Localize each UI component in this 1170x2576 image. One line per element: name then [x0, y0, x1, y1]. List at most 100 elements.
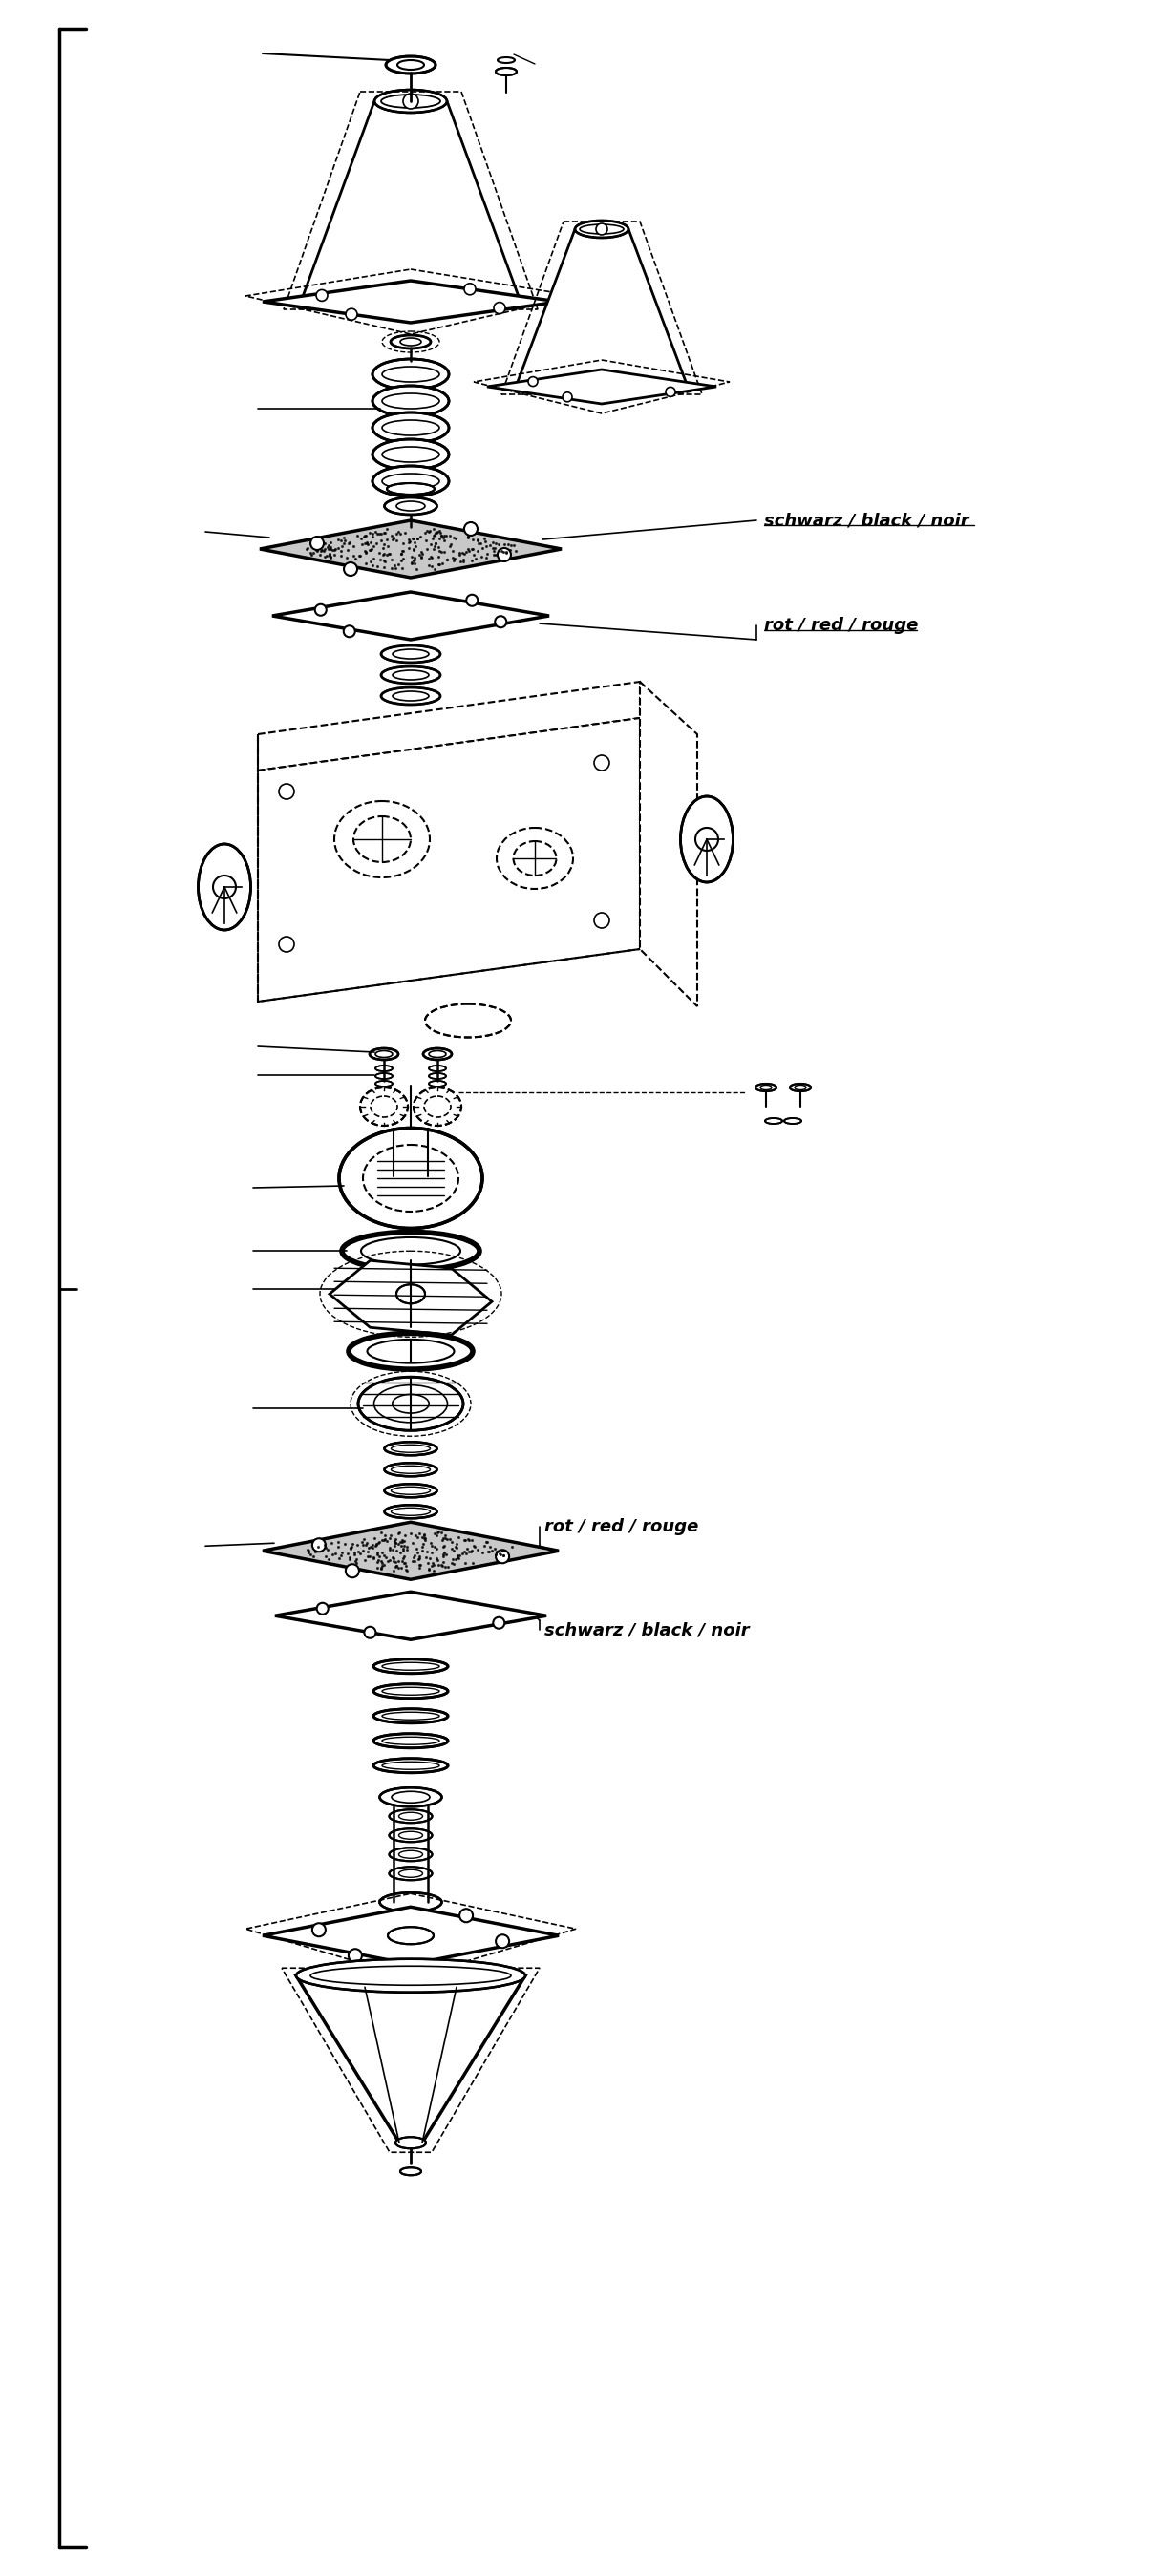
- Circle shape: [563, 392, 572, 402]
- Circle shape: [345, 1564, 359, 1577]
- Polygon shape: [487, 368, 716, 404]
- Ellipse shape: [381, 667, 440, 683]
- Ellipse shape: [390, 1847, 432, 1860]
- Ellipse shape: [391, 335, 431, 348]
- Circle shape: [495, 616, 507, 629]
- Ellipse shape: [379, 1788, 442, 1806]
- Ellipse shape: [381, 647, 440, 662]
- Circle shape: [464, 283, 476, 294]
- Circle shape: [494, 301, 505, 314]
- Ellipse shape: [390, 1808, 432, 1824]
- Ellipse shape: [385, 1443, 436, 1455]
- Circle shape: [312, 1538, 325, 1551]
- Ellipse shape: [376, 1074, 393, 1079]
- Ellipse shape: [372, 438, 449, 469]
- Ellipse shape: [372, 386, 449, 417]
- Ellipse shape: [387, 1927, 434, 1945]
- Circle shape: [497, 549, 511, 562]
- Circle shape: [278, 938, 294, 953]
- Circle shape: [496, 1935, 509, 1947]
- Ellipse shape: [385, 497, 436, 515]
- Ellipse shape: [387, 528, 434, 538]
- Ellipse shape: [385, 1484, 436, 1497]
- Ellipse shape: [429, 1074, 446, 1079]
- Ellipse shape: [429, 1066, 446, 1072]
- Ellipse shape: [424, 1048, 452, 1059]
- Ellipse shape: [681, 796, 734, 881]
- Polygon shape: [257, 683, 640, 770]
- Circle shape: [594, 755, 610, 770]
- Circle shape: [596, 224, 607, 234]
- Polygon shape: [640, 683, 697, 1007]
- Text: rot / red / rouge: rot / red / rouge: [764, 616, 918, 634]
- Polygon shape: [262, 1906, 559, 1965]
- Ellipse shape: [425, 1005, 511, 1038]
- Circle shape: [317, 1602, 329, 1615]
- Polygon shape: [260, 520, 562, 577]
- Circle shape: [344, 562, 357, 574]
- Ellipse shape: [372, 358, 449, 389]
- Circle shape: [346, 309, 357, 319]
- Ellipse shape: [358, 1378, 463, 1430]
- Circle shape: [312, 1924, 325, 1937]
- Ellipse shape: [373, 1734, 448, 1749]
- Ellipse shape: [370, 1048, 398, 1059]
- Circle shape: [666, 386, 675, 397]
- Ellipse shape: [390, 1868, 432, 1880]
- Ellipse shape: [373, 1759, 448, 1772]
- Ellipse shape: [381, 688, 440, 706]
- Ellipse shape: [397, 1285, 425, 1303]
- Text: rot / red / rouge: rot / red / rouge: [544, 1517, 698, 1535]
- Polygon shape: [296, 1976, 525, 2143]
- Ellipse shape: [379, 1893, 442, 1911]
- Ellipse shape: [756, 1084, 777, 1092]
- Ellipse shape: [496, 67, 517, 75]
- Circle shape: [493, 1618, 504, 1628]
- Polygon shape: [275, 1592, 546, 1638]
- Ellipse shape: [385, 1504, 436, 1517]
- Ellipse shape: [765, 1118, 783, 1123]
- Ellipse shape: [400, 2166, 421, 2174]
- Text: schwarz / black / noir: schwarz / black / noir: [544, 1620, 750, 1638]
- Circle shape: [695, 827, 718, 850]
- Circle shape: [402, 93, 419, 108]
- Circle shape: [310, 536, 324, 549]
- Ellipse shape: [373, 1685, 448, 1698]
- Ellipse shape: [496, 827, 573, 889]
- Ellipse shape: [372, 466, 449, 497]
- Ellipse shape: [387, 484, 434, 495]
- Ellipse shape: [339, 1128, 482, 1229]
- Ellipse shape: [784, 1118, 801, 1123]
- Circle shape: [464, 523, 477, 536]
- Ellipse shape: [574, 222, 628, 237]
- Polygon shape: [257, 719, 640, 1002]
- Polygon shape: [262, 281, 559, 322]
- Polygon shape: [330, 1260, 491, 1334]
- Circle shape: [594, 912, 610, 927]
- Ellipse shape: [429, 1082, 446, 1087]
- Circle shape: [278, 783, 294, 799]
- Circle shape: [349, 1950, 362, 1963]
- Circle shape: [213, 876, 236, 899]
- Polygon shape: [262, 1522, 559, 1579]
- Ellipse shape: [373, 1659, 448, 1674]
- Ellipse shape: [390, 1829, 432, 1842]
- Ellipse shape: [790, 1084, 811, 1092]
- Circle shape: [460, 1909, 473, 1922]
- Ellipse shape: [395, 2138, 426, 2148]
- Polygon shape: [516, 229, 688, 386]
- Ellipse shape: [373, 1708, 448, 1723]
- Ellipse shape: [376, 1066, 393, 1072]
- Ellipse shape: [296, 1958, 525, 1991]
- Circle shape: [467, 595, 477, 605]
- Ellipse shape: [385, 1463, 436, 1476]
- Circle shape: [344, 626, 355, 636]
- Circle shape: [316, 289, 328, 301]
- Text: schwarz / black / noir: schwarz / black / noir: [764, 513, 969, 528]
- Circle shape: [315, 605, 326, 616]
- Circle shape: [528, 376, 538, 386]
- Ellipse shape: [335, 801, 429, 878]
- Ellipse shape: [376, 1082, 393, 1087]
- Circle shape: [364, 1625, 376, 1638]
- Ellipse shape: [386, 57, 435, 75]
